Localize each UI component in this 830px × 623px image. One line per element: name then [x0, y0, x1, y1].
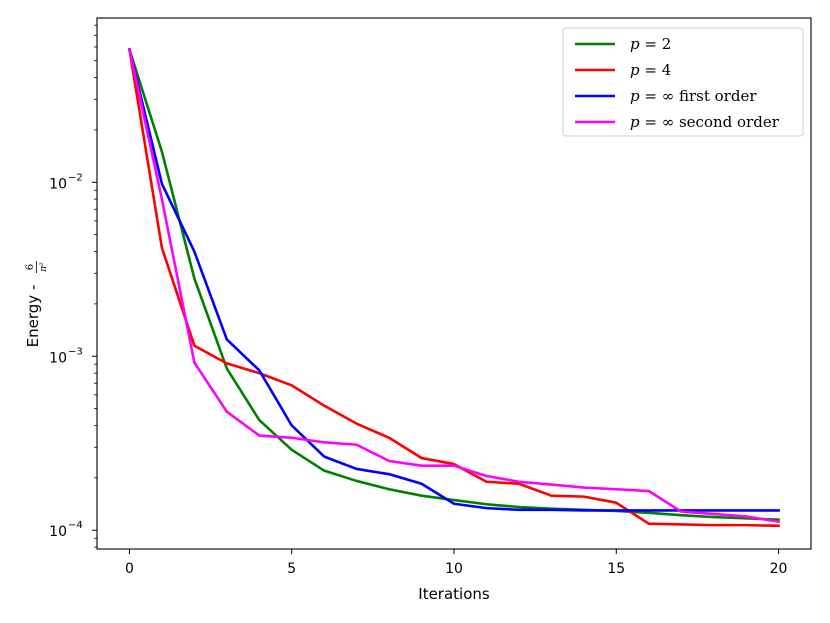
y-tick-label-base: 10	[49, 176, 67, 192]
y-tick-label-exp: −2	[68, 172, 83, 183]
legend-label-1: p = 2	[630, 35, 671, 53]
y-tick-label: 10 −3	[49, 346, 83, 366]
x-tick-label: 10	[445, 561, 463, 577]
y-tick-label-exp: −3	[68, 346, 83, 357]
series-line-3	[127, 47, 780, 512]
y-axis-title: Energy - 6 π²	[24, 261, 49, 347]
y-tick-label: 10 −4	[49, 520, 83, 540]
legend-box	[562, 27, 804, 137]
legend-label-2: p = 4	[630, 61, 671, 79]
y-axis-ticks: 10−410−310−2	[49, 24, 97, 548]
series-line-4	[127, 47, 781, 524]
y-tick-label-exp: −4	[68, 520, 83, 531]
y-axis-title-frac-num: 6	[25, 264, 36, 270]
y-tick-label-base: 10	[49, 350, 67, 366]
legend: p = 2 p = 4 p = ∞ first order p = ∞ second …	[562, 27, 804, 137]
x-tick-label: 15	[607, 561, 625, 577]
y-axis-title-frac-den: π²	[39, 262, 49, 273]
y-tick-label: 10 −2	[49, 172, 83, 192]
series-lines	[127, 47, 781, 528]
series-line-1	[127, 47, 780, 522]
x-tick-label: 5	[287, 561, 296, 577]
y-axis-title-text: Energy -	[24, 285, 42, 348]
y-tick-label-base: 10	[49, 524, 67, 540]
x-tick-label: 20	[770, 561, 788, 577]
x-tick-label: 0	[125, 561, 134, 577]
series-line-2	[127, 48, 780, 528]
legend-label-4: p = ∞ second order	[630, 113, 780, 131]
legend-label-3: p = ∞ first order	[630, 87, 757, 105]
x-axis-title: Iterations	[418, 585, 490, 603]
x-axis-ticks: 0 5 10 15 20	[125, 549, 787, 577]
